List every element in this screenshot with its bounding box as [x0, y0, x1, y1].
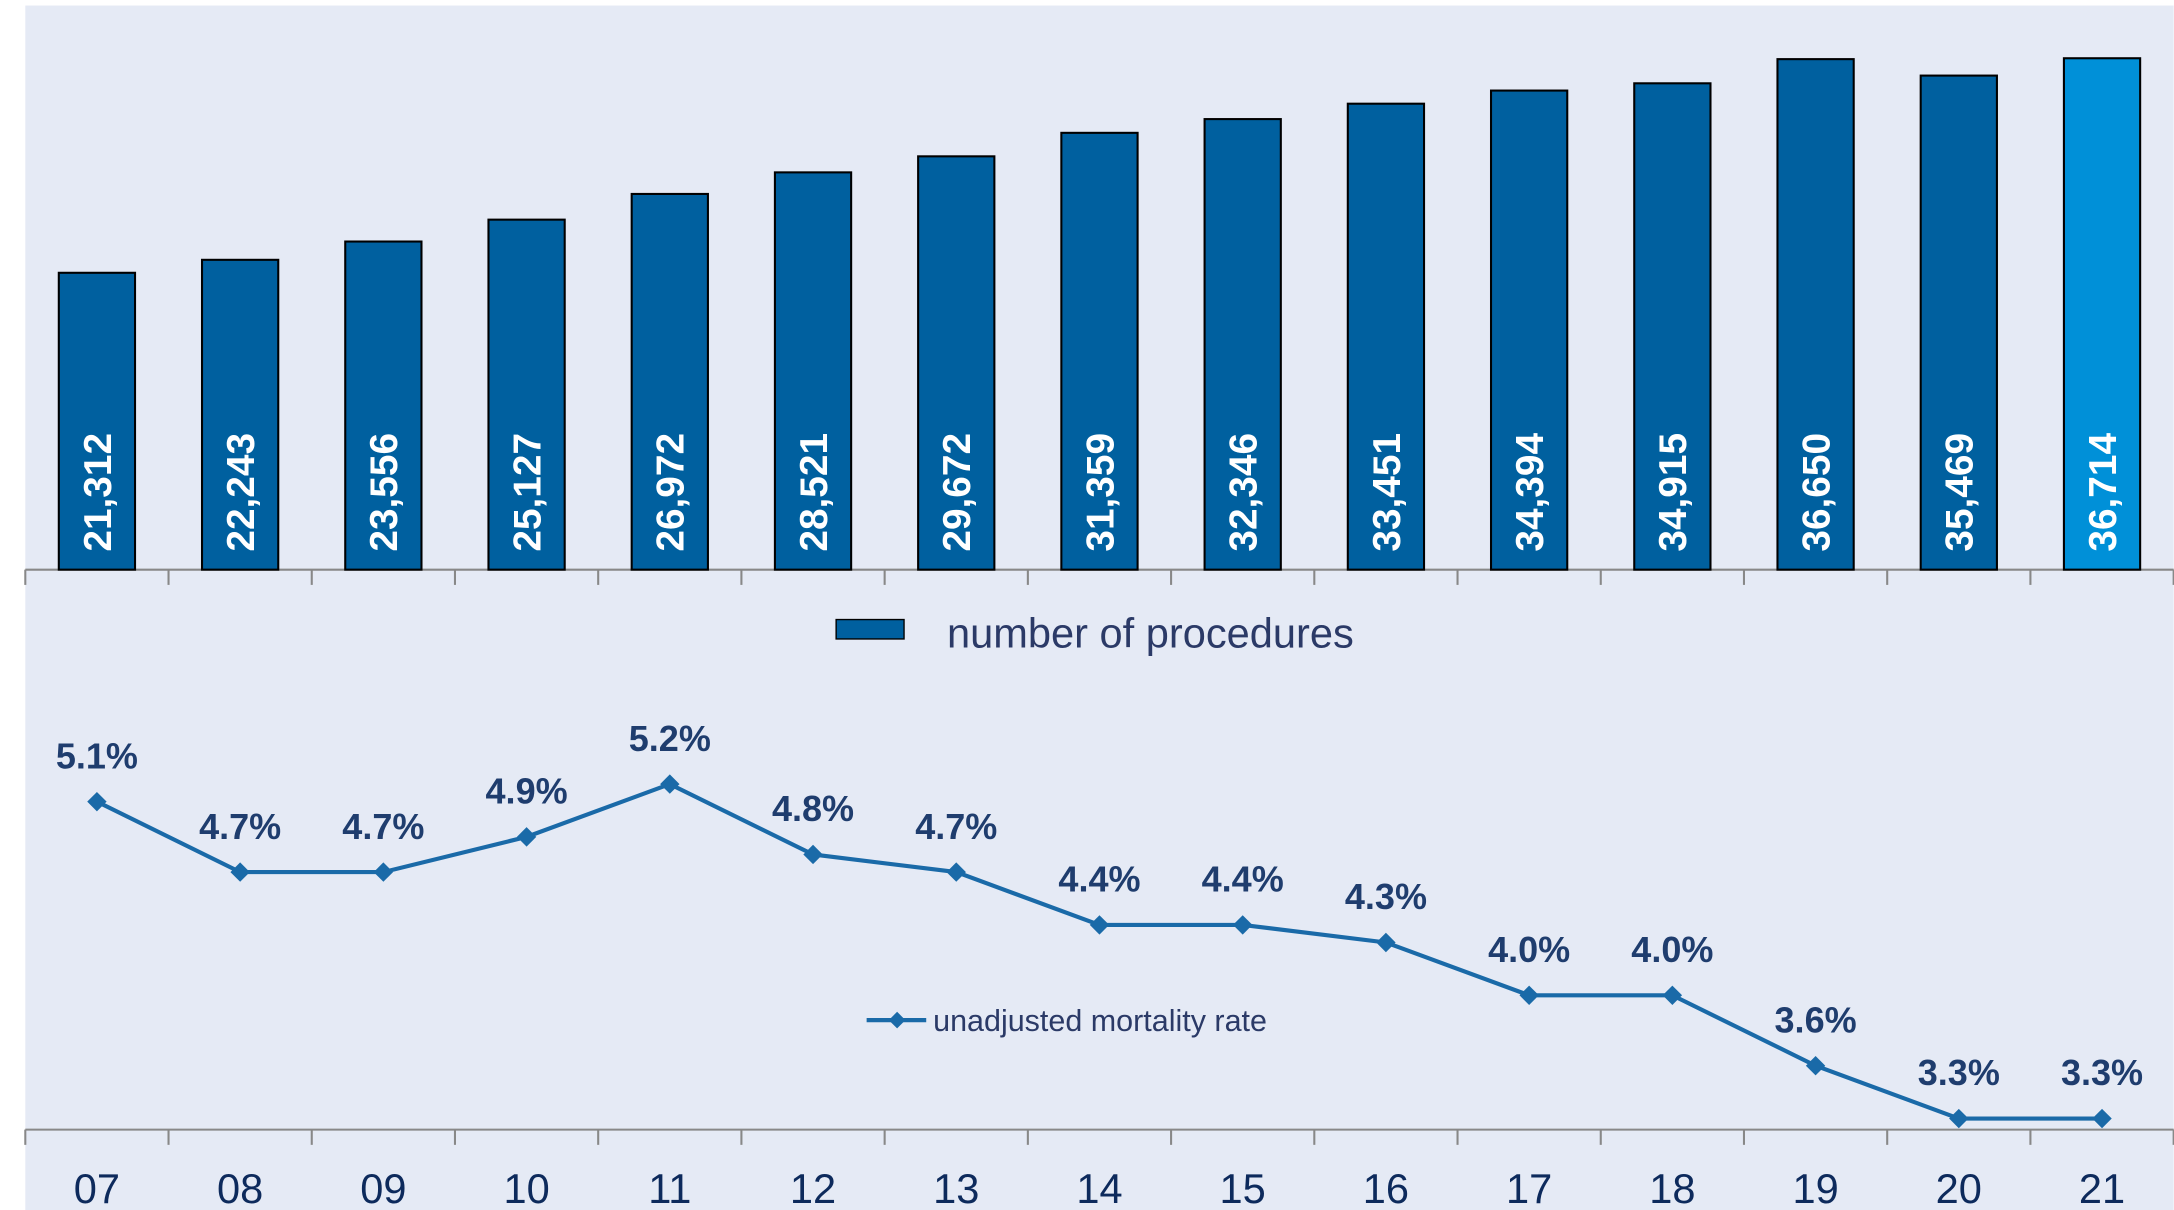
bar-value-label: 34,394: [1509, 433, 1552, 552]
line-marker: [373, 862, 394, 882]
line-value-label: 4.0%: [1631, 929, 1713, 970]
x-tick-label: 09: [360, 1165, 406, 1210]
x-tick-label: 16: [1363, 1165, 1409, 1210]
bar-value-label: 35,469: [1939, 433, 1982, 552]
bar: [917, 155, 996, 571]
line-value-label: 3.6%: [1775, 999, 1857, 1040]
line-value-label: 4.7%: [199, 806, 281, 847]
line-value-label: 4.0%: [1488, 929, 1570, 970]
bar: [630, 192, 709, 571]
x-tick-label: 21: [2079, 1165, 2125, 1210]
bar: [1489, 89, 1569, 571]
legend-marker: [888, 1011, 906, 1029]
bar: [344, 240, 423, 571]
bar: [2062, 57, 2142, 571]
line-value-label: 3.3%: [2061, 1052, 2143, 1093]
line-marker: [2092, 1108, 2112, 1129]
x-tick-label: 11: [648, 1165, 691, 1210]
x-tick-label: 19: [1792, 1165, 1838, 1210]
line-value-label: 4.3%: [1345, 876, 1427, 917]
x-tick-label: 12: [790, 1165, 836, 1210]
bar-value-label: 25,127: [506, 433, 549, 552]
x-tick-label: 08: [217, 1165, 263, 1210]
bar-value-label: 29,672: [936, 433, 979, 552]
bar: [1203, 118, 1282, 571]
line-marker: [1949, 1108, 1969, 1129]
line-value-label: 3.3%: [1918, 1052, 2000, 1093]
line-marker: [1662, 985, 1683, 1006]
line-marker: [803, 844, 823, 865]
line-marker: [1805, 1056, 1826, 1076]
bar-value-label: 32,346: [1223, 433, 1266, 552]
legend-swatch: [835, 618, 905, 640]
line-value-label: 5.1%: [56, 735, 138, 776]
line-value-label: 5.2%: [629, 718, 711, 759]
bar-value-label: 36,714: [2082, 433, 2125, 552]
bar: [1346, 102, 1426, 571]
bar-value-label: 23,556: [363, 433, 406, 552]
x-tick-label: 15: [1220, 1165, 1266, 1210]
bar-value-label: 22,243: [220, 433, 263, 552]
bar: [200, 258, 280, 571]
bar-value-label: 34,915: [1652, 433, 1695, 552]
line-marker: [87, 791, 107, 812]
bar-value-label: 26,972: [650, 433, 693, 552]
bar: [487, 218, 566, 571]
line-marker: [1232, 915, 1253, 935]
bar: [773, 171, 853, 571]
legend-label: number of procedures: [947, 609, 1354, 656]
line-value-label: 4.8%: [772, 788, 854, 829]
bar: [1919, 74, 1998, 571]
bar: [1060, 131, 1139, 571]
line-value-label: 4.7%: [342, 806, 424, 847]
x-tick-label: 07: [74, 1165, 120, 1210]
line-value-label: 4.4%: [1058, 859, 1140, 900]
line-value-label: 4.4%: [1202, 859, 1284, 900]
x-tick-label: 10: [503, 1165, 549, 1210]
x-tick-label: 18: [1649, 1165, 1695, 1210]
bar-value-label: 31,359: [1079, 433, 1122, 552]
x-tick-label: 20: [1936, 1165, 1982, 1210]
legend-label: unadjusted mortality rate: [933, 1004, 1267, 1038]
x-tick-label: 17: [1506, 1165, 1552, 1210]
line-marker: [1519, 985, 1539, 1006]
bar-value-label: 28,521: [793, 433, 836, 552]
line-marker: [230, 862, 250, 882]
line-marker: [516, 827, 537, 847]
bar-value-label: 21,312: [77, 433, 120, 552]
bar-value-label: 36,650: [1795, 433, 1838, 552]
x-tick-label: 14: [1076, 1165, 1122, 1210]
line-marker: [1376, 932, 1396, 953]
line-value-label: 4.9%: [486, 771, 568, 812]
line-value-label: 4.7%: [915, 806, 997, 847]
bar-value-label: 33,451: [1366, 433, 1409, 552]
bar: [1776, 58, 1855, 571]
x-tick-label: 13: [933, 1165, 979, 1210]
bar: [57, 271, 137, 571]
bar: [1633, 82, 1712, 571]
line-marker: [1089, 915, 1110, 935]
